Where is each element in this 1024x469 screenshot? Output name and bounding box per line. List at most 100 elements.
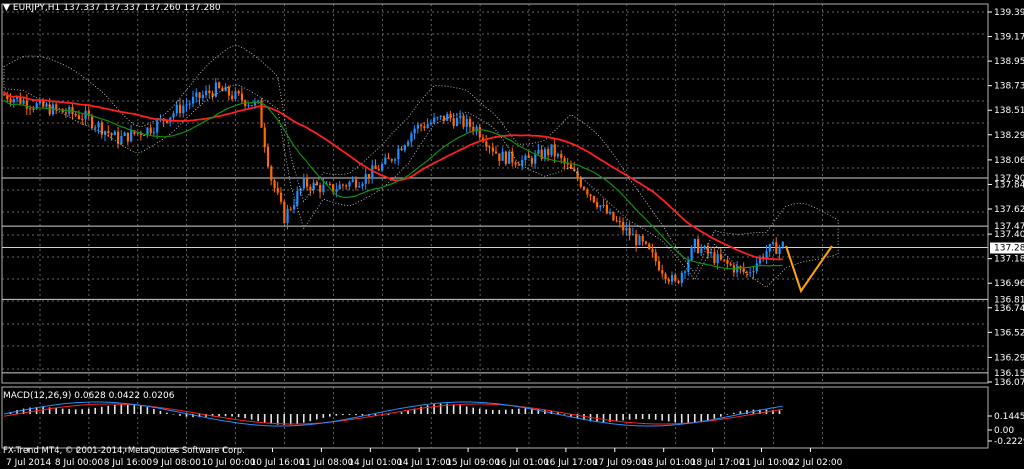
candle-body — [433, 117, 436, 123]
macd-histogram-bar — [387, 414, 390, 415]
candle-body — [706, 245, 709, 254]
macd-values: 0.0628 0.0422 0.0206 — [74, 391, 175, 401]
candle-body — [377, 168, 380, 171]
candle-body — [374, 165, 377, 169]
candle-body — [569, 164, 573, 169]
macd-histogram-bar — [628, 414, 631, 420]
triangle-down-icon[interactable]: ▼ — [3, 3, 10, 13]
candle-body — [745, 271, 749, 273]
candle-body — [439, 115, 442, 118]
level-label: 137.280 — [994, 244, 1024, 254]
macd-header: MACD(12,26,9) 0.0628 0.0422 0.0206 — [3, 391, 174, 401]
candle-body — [25, 100, 29, 109]
time-tick-label: 9 Jul 08:00 — [153, 458, 202, 468]
candle-body — [351, 179, 354, 182]
candle-body — [6, 94, 9, 100]
macd-histogram-bar — [687, 414, 690, 424]
macd-histogram-bar — [680, 414, 683, 423]
price-tick-label: 138.290 — [994, 131, 1024, 141]
price-tick-label: 138.510 — [994, 106, 1024, 116]
candle-body — [42, 99, 45, 107]
candle-body — [270, 166, 273, 181]
candle-body — [599, 205, 602, 208]
macd-histogram-bar — [504, 409, 507, 414]
candle-body — [296, 191, 299, 206]
candle-body — [237, 91, 240, 94]
candle-body — [742, 267, 745, 272]
candle-body — [292, 205, 296, 210]
macd-histogram-bar — [739, 411, 742, 414]
macd-histogram-bar — [674, 414, 677, 423]
candle-body — [566, 163, 569, 165]
candle-body — [283, 201, 286, 223]
price-tick-label: 136.960 — [994, 279, 1024, 289]
time-tick-label: 14 Jul 01:00 — [348, 458, 402, 468]
macd-histogram-bar — [439, 403, 442, 414]
candle-body — [90, 115, 94, 128]
candle-body — [45, 104, 48, 107]
symbol-label: EURJPY,H1 — [12, 3, 61, 13]
macd-histogram-bar — [576, 414, 579, 419]
macd-histogram-bar — [296, 414, 299, 424]
macd-histogram-bar — [113, 404, 116, 414]
candle-body — [723, 259, 726, 261]
candle-body — [550, 144, 553, 156]
macd-histogram-bar — [720, 414, 722, 417]
macd-histogram-bar — [746, 410, 748, 414]
candle-body — [273, 180, 276, 189]
macd-histogram-bar — [335, 414, 338, 416]
price-tick-label: 138.730 — [994, 82, 1024, 92]
macd-histogram-bar — [107, 405, 110, 414]
macd-histogram-bar — [557, 412, 559, 414]
candle-body — [247, 105, 250, 107]
macd-histogram-bar — [22, 408, 25, 414]
candle-body — [765, 251, 768, 259]
candle-body — [74, 113, 77, 116]
macd-tick-label: 0.00 — [994, 426, 1014, 436]
candle-body — [9, 99, 12, 103]
candle-body — [94, 127, 97, 129]
candle-body — [205, 90, 208, 95]
macd-histogram-bar — [713, 414, 716, 419]
macd-histogram-bar — [48, 407, 51, 414]
price-tick-label: 137.400 — [994, 230, 1024, 240]
candle-body — [501, 151, 504, 161]
moving-average-green — [3, 99, 783, 270]
price-tick-label: 139.390 — [994, 8, 1024, 18]
copyright-text: FX-Trend MT4, © 2001-2014, MetaQuotes So… — [3, 446, 245, 456]
candle-body — [605, 204, 608, 214]
time-tick-label: 10 Jul 16:00 — [251, 458, 305, 468]
candle-body — [560, 153, 563, 159]
candle-body — [3, 94, 6, 96]
candle-body — [716, 254, 719, 264]
candle-body — [628, 227, 631, 236]
candle-body — [547, 149, 550, 156]
ichimoku-cloud — [3, 45, 839, 288]
macd-histogram-bar — [237, 414, 240, 418]
macd-histogram-bar — [420, 406, 422, 414]
level-label: 136.157 — [994, 369, 1024, 379]
macd-histogram-bar — [361, 414, 364, 416]
candle-body — [771, 242, 775, 244]
candle-body — [697, 238, 700, 254]
candle-body — [77, 115, 81, 119]
macd-histogram-bar — [127, 404, 129, 414]
candle-body — [651, 249, 654, 253]
macd-histogram-bar — [661, 414, 663, 421]
macd-label: MACD(12,26,9) — [3, 391, 72, 401]
macd-histogram-bar — [120, 404, 123, 414]
moving-average-red — [3, 91, 783, 261]
macd-histogram-bar — [55, 407, 57, 414]
candle-body — [172, 113, 175, 118]
candle-body — [468, 118, 472, 127]
macd-histogram-bar — [498, 409, 501, 414]
candle-body — [214, 82, 217, 97]
candle-body — [429, 122, 433, 125]
time-tick-label: 16 Jul 01:00 — [495, 458, 549, 468]
macd-histogram-bar — [511, 409, 514, 414]
candle-body — [257, 100, 260, 102]
price-tick-label: 136.295 — [994, 353, 1024, 363]
candle-body — [143, 135, 146, 137]
time-tick-label: 22 Jul 02:00 — [788, 458, 842, 468]
